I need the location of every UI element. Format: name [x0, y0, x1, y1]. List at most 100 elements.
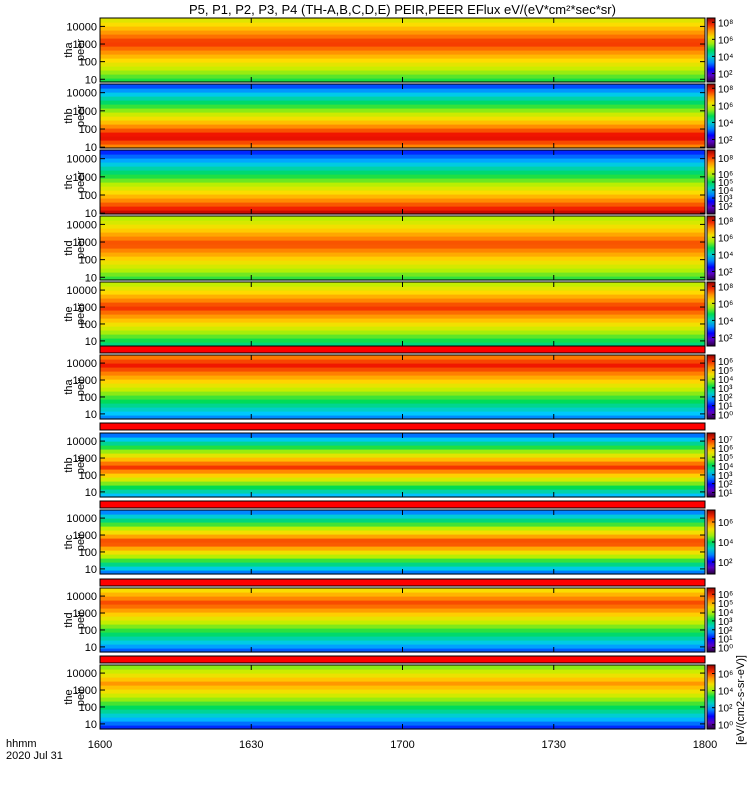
- spectrogram-band: [100, 318, 705, 323]
- spectrogram-band: [100, 178, 705, 183]
- spectrogram-band: [100, 399, 705, 404]
- spectrogram-band: [100, 489, 705, 494]
- panel-thd-peer: 10000 1000 100 10 thd peer: [63, 215, 706, 284]
- spectrogram-band: [100, 616, 705, 621]
- y-tick-label: 10: [85, 336, 97, 348]
- spectrogram-band: [100, 693, 705, 698]
- y-tick-label: 10: [85, 208, 97, 220]
- spectrogram-band: [100, 453, 705, 458]
- y-axis-label: peir: [75, 377, 87, 396]
- spectrogram-band: [100, 395, 705, 400]
- spectrogram-band: [100, 375, 705, 380]
- colorbar-tick-label: 10⁴: [718, 250, 733, 261]
- spectrogram-band: [100, 240, 705, 245]
- spectrogram-band: [100, 220, 705, 225]
- spectrogram-band: [100, 202, 705, 207]
- spectrogram-band: [100, 636, 705, 641]
- colorbar-tick-label: 10⁰: [718, 721, 733, 732]
- y-tick-label: 10: [85, 272, 97, 284]
- colorbar-tick-label: 10⁴: [718, 462, 733, 473]
- spectrogram-band: [100, 612, 705, 617]
- spectrogram-band: [100, 359, 705, 364]
- panel-thb-peer: 10000 1000 100 10 thb peer: [63, 83, 706, 154]
- spectrogram-band: [100, 206, 705, 211]
- colorbar-tick-label: 10⁴: [718, 608, 733, 619]
- panel-thc-peer: 10000 1000 100 10 thc peer: [63, 149, 706, 220]
- spectrogram-band: [100, 174, 705, 179]
- colorbar-tick-label: 10²: [718, 393, 733, 404]
- colorbar-tick-label: 10⁴: [718, 316, 733, 327]
- spectrogram-band: [100, 550, 705, 555]
- colorbar-tick-label: 10²: [718, 267, 733, 278]
- spectrogram-band: [100, 469, 705, 474]
- y-axis-label: peir: [75, 532, 87, 551]
- y-axis-label: thd: [63, 612, 75, 627]
- spectrogram-band: [100, 34, 705, 39]
- spectrogram-band: [100, 62, 705, 67]
- spectrogram-band: [100, 465, 705, 470]
- colorbar-tick-label: 10⁴: [718, 375, 733, 386]
- y-tick-label: 1000: [73, 237, 97, 249]
- y-axis-label: peer: [75, 303, 87, 325]
- spectrogram-band: [100, 88, 705, 93]
- y-axis-label: peir: [75, 455, 87, 474]
- spectrogram-band: [100, 554, 705, 559]
- y-axis-label: tha: [63, 41, 75, 57]
- y-tick-label: 1000: [73, 172, 97, 184]
- spectrogram-band: [100, 562, 705, 567]
- spectrogram-band: [100, 437, 705, 442]
- spectrogram-band: [100, 100, 705, 105]
- y-tick-label: 10000: [66, 513, 97, 525]
- spectrogram-band: [100, 604, 705, 609]
- spectrogram-band: [100, 116, 705, 121]
- y-axis-label: the: [63, 689, 75, 704]
- colorbar-tick-label: 10⁵: [718, 599, 733, 610]
- colorbar-tick-label: 10⁸: [718, 282, 733, 293]
- colorbar-tick-label: 10⁸: [718, 84, 733, 95]
- colorbar-tick-label: 10¹: [718, 402, 733, 413]
- y-tick-label: 10: [85, 642, 97, 654]
- spectrogram-band: [100, 268, 705, 273]
- colorbar-thd-peer: 10⁸ 10⁶ 10⁴ 10²: [706, 215, 733, 281]
- panel-separator: [99, 422, 706, 431]
- spectrogram-band: [100, 310, 705, 315]
- colorbar-tick-label: 10³: [718, 617, 733, 628]
- y-axis-label: the: [63, 306, 75, 321]
- spectrogram-band: [100, 363, 705, 368]
- spectrogram-band: [100, 538, 705, 543]
- spectrogram-band: [100, 514, 705, 519]
- colorbar-tick-label: 10²: [718, 333, 733, 344]
- spectrogram-band: [100, 58, 705, 63]
- spectrogram-band: [100, 306, 705, 311]
- colorbar-tick-label: 10⁶: [718, 518, 733, 529]
- spectrogram-band: [100, 38, 705, 43]
- spectrogram-band: [100, 140, 705, 145]
- spectrogram-band: [100, 322, 705, 327]
- colorbar-scale: [706, 281, 716, 347]
- spectrogram-band: [100, 526, 705, 531]
- spectrogram-band: [100, 252, 705, 257]
- colorbar-tick-label: 10⁵: [718, 453, 733, 464]
- y-axis-label: peir: [75, 610, 87, 629]
- x-axis-row-label: hhmm: [6, 738, 37, 750]
- x-axis-title: hhmm 2020 Jul 31: [6, 738, 63, 762]
- y-tick-label: 100: [79, 625, 97, 637]
- y-tick-label: 10000: [66, 436, 97, 448]
- spectrogram-band: [100, 66, 705, 71]
- y-axis-label: tha: [63, 378, 75, 394]
- y-tick-label: 10: [85, 719, 97, 731]
- spectrogram-band: [100, 198, 705, 203]
- spectrogram-band: [100, 669, 705, 674]
- spectrogram-band: [100, 677, 705, 682]
- spectrogram-band: [100, 371, 705, 376]
- spectrogram-band: [100, 383, 705, 388]
- spectrogram-band: [100, 596, 705, 601]
- spectrogram-band: [100, 50, 705, 55]
- spectrogram-band: [100, 473, 705, 478]
- colorbar-tick-label: 10⁴: [718, 538, 733, 549]
- spectrogram-band: [100, 104, 705, 109]
- spectrogram-band: [100, 182, 705, 187]
- colorbar-tick-label: 10²: [718, 202, 733, 213]
